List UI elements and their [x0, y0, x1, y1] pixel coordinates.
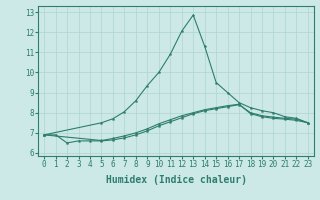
X-axis label: Humidex (Indice chaleur): Humidex (Indice chaleur) — [106, 175, 246, 185]
